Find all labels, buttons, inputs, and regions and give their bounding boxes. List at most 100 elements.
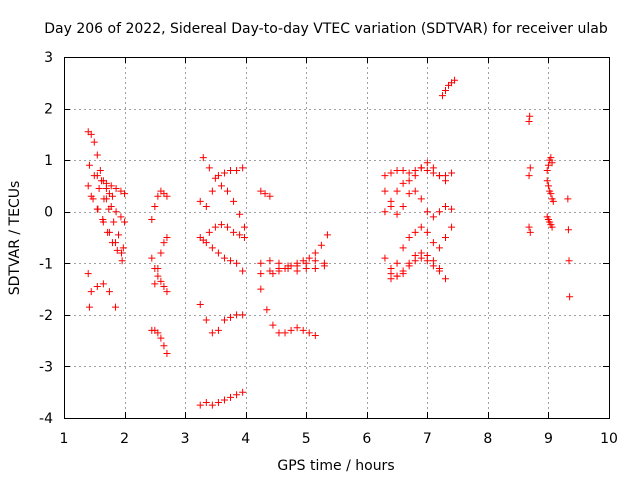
data-point [230, 197, 238, 205]
x-tick-label: 7 [423, 431, 432, 447]
data-point [240, 234, 248, 241]
data-point [227, 393, 235, 401]
data-point [110, 218, 118, 226]
data-point [387, 169, 395, 177]
data-point [217, 221, 225, 229]
data-point [565, 257, 573, 265]
data-point [112, 208, 120, 216]
y-tick-label: -4 [39, 411, 53, 427]
data-point [543, 177, 551, 185]
data-point [224, 187, 231, 195]
data-point [154, 192, 162, 200]
data-point [154, 329, 162, 337]
y-tick-labels: -4 -3 -2 -1 0 1 2 3 [39, 50, 53, 427]
data-point [423, 257, 431, 265]
data-point [387, 264, 395, 272]
data-point [423, 166, 431, 174]
data-point [269, 321, 277, 329]
data-point [84, 182, 92, 190]
y-axis-label: SDTVAR / TECUs [7, 181, 23, 296]
data-point [525, 172, 533, 180]
data-point [302, 264, 310, 272]
data-point [239, 388, 247, 396]
data-point [240, 223, 248, 231]
data-point [96, 166, 104, 174]
data-point [202, 203, 210, 211]
data-point [411, 172, 419, 180]
x-tick-label: 3 [181, 431, 190, 447]
data-point [429, 262, 437, 270]
data-point [227, 166, 235, 174]
data-point [281, 264, 289, 272]
data-point [117, 187, 125, 195]
data-point [549, 197, 557, 205]
data-point [381, 208, 389, 216]
data-point [230, 228, 238, 236]
data-point [111, 239, 119, 247]
data-point [526, 164, 534, 172]
data-point [564, 195, 572, 203]
data-point [151, 280, 159, 288]
data-point [417, 195, 425, 203]
data-point [311, 331, 319, 339]
data-point [214, 326, 222, 334]
data-point [387, 275, 395, 283]
data-point [311, 257, 319, 265]
data-point [112, 185, 120, 193]
data-point [311, 264, 319, 272]
data-point [411, 228, 419, 236]
data-point [119, 244, 127, 252]
x-axis-label: GPS time / hours [277, 458, 394, 474]
data-point [199, 236, 207, 244]
data-point [196, 197, 204, 205]
data-point [85, 161, 93, 169]
data-point [205, 228, 213, 236]
data-point [233, 166, 241, 174]
y-tick-label: 2 [44, 102, 53, 118]
data-point [442, 203, 449, 211]
data-point [202, 399, 210, 407]
data-point [160, 342, 168, 350]
data-point [107, 182, 115, 190]
data-point [311, 249, 319, 257]
x-tick-labels: 1 2 3 4 5 6 7 8 9 10 [60, 431, 618, 447]
data-point [148, 254, 156, 262]
data-point [547, 190, 555, 198]
data-point [205, 164, 213, 172]
data-point [435, 172, 443, 180]
data-point [90, 138, 98, 146]
data-point [405, 190, 413, 198]
data-point [393, 187, 401, 195]
data-point [399, 203, 407, 211]
plot-frame [64, 57, 610, 419]
data-point [105, 228, 113, 236]
axis-ticks [64, 57, 610, 419]
data-point [266, 257, 274, 265]
data-point [417, 223, 425, 231]
data-point [163, 288, 171, 296]
data-point [257, 285, 265, 293]
data-point [236, 231, 244, 239]
data-point [442, 177, 449, 185]
data-point [263, 306, 271, 314]
chart-title: Day 206 of 2022, Sidereal Day-to-day VTE… [44, 21, 608, 37]
data-point [423, 208, 431, 216]
data-point [411, 257, 419, 265]
data-point [257, 270, 265, 278]
data-point [93, 282, 101, 290]
data-point [85, 303, 93, 311]
data-point [381, 187, 389, 195]
data-point [320, 262, 328, 270]
data-point [429, 164, 437, 172]
data-point [417, 254, 425, 262]
data-point [163, 234, 171, 241]
data-point [393, 259, 401, 267]
data-point [227, 313, 235, 321]
x-tick-label: 1 [60, 431, 69, 447]
data-point [154, 272, 162, 280]
data-point [305, 254, 313, 262]
data-point [381, 254, 389, 262]
x-tick-label: 6 [362, 431, 371, 447]
data-point [281, 329, 289, 337]
data-point [121, 190, 129, 198]
